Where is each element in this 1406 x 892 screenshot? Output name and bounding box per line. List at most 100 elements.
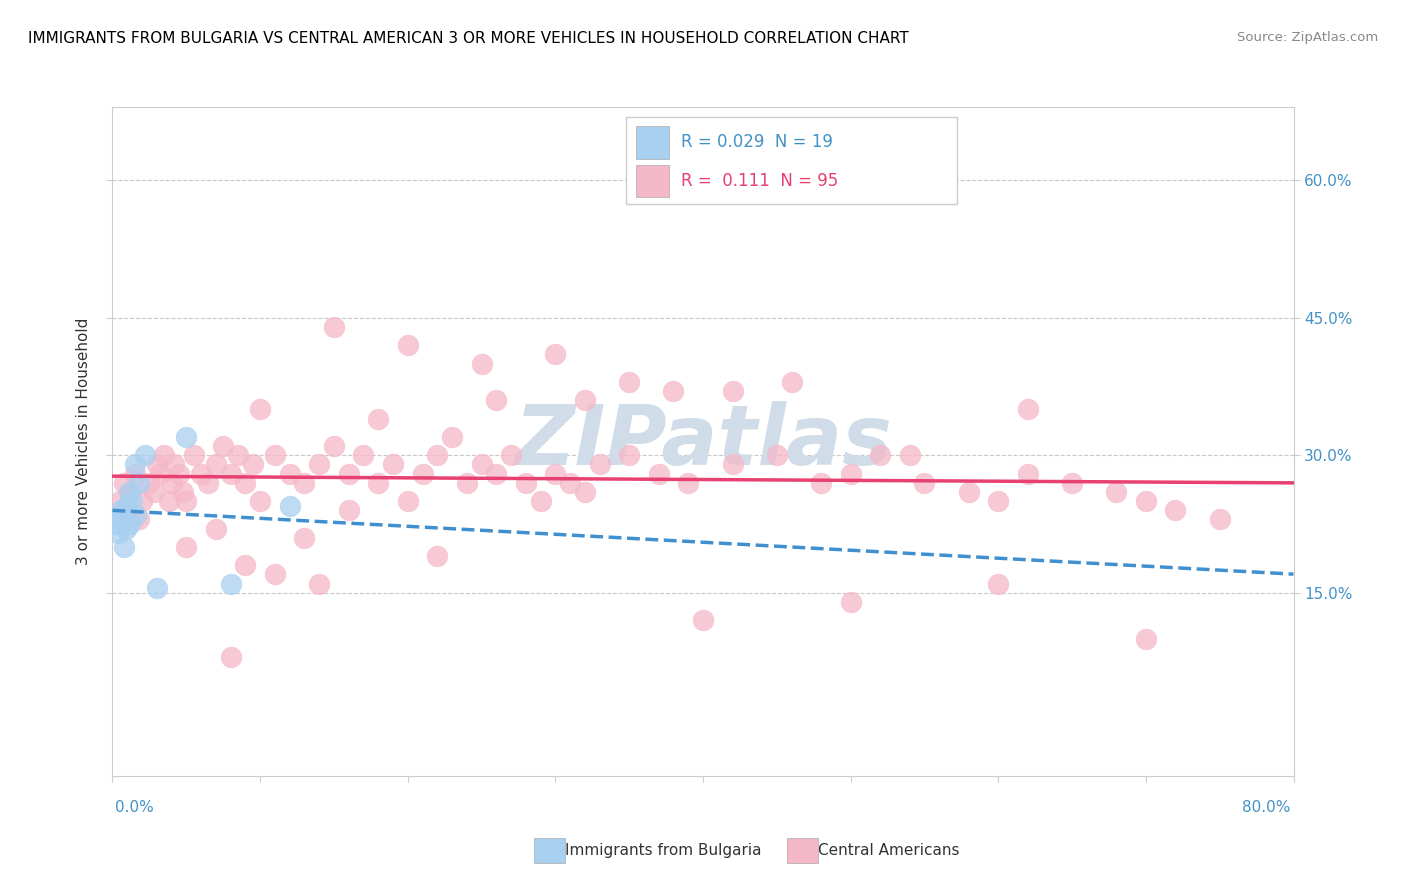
Point <box>367 475 389 490</box>
Point <box>142 485 165 500</box>
Point <box>898 448 921 462</box>
Point <box>108 512 131 526</box>
Point <box>205 458 228 472</box>
Point <box>574 485 596 500</box>
Point <box>662 384 685 398</box>
Point <box>146 581 169 595</box>
Point <box>588 458 610 472</box>
Point <box>574 393 596 408</box>
Point <box>212 439 235 453</box>
Point <box>134 448 156 462</box>
Point <box>337 467 360 481</box>
Point <box>112 540 135 554</box>
Point <box>987 494 1010 508</box>
Point <box>470 458 494 472</box>
Point <box>114 522 136 536</box>
Text: 80.0%: 80.0% <box>1243 800 1291 814</box>
Point <box>1062 475 1084 490</box>
Point <box>411 467 433 481</box>
Point <box>485 393 508 408</box>
Point <box>1135 632 1157 646</box>
Point <box>766 448 789 462</box>
Point <box>197 475 219 490</box>
Point <box>501 448 523 462</box>
Point <box>456 475 478 490</box>
Point <box>721 384 744 398</box>
Point <box>163 458 186 472</box>
Point <box>121 494 143 508</box>
Point <box>441 430 464 444</box>
Point <box>647 467 671 481</box>
Point <box>111 508 134 522</box>
Point <box>619 448 641 462</box>
Text: Source: ZipAtlas.com: Source: ZipAtlas.com <box>1237 31 1378 45</box>
Point <box>264 448 287 462</box>
Point <box>780 375 803 389</box>
Point <box>128 475 150 490</box>
Point <box>426 448 449 462</box>
Point <box>308 458 330 472</box>
Point <box>1208 512 1232 526</box>
Point <box>957 485 980 500</box>
Point <box>382 458 405 472</box>
Point <box>352 448 374 462</box>
Point <box>138 475 160 490</box>
Point <box>124 467 146 481</box>
Point <box>308 576 330 591</box>
Point <box>278 499 301 513</box>
Point <box>153 448 176 462</box>
Point <box>118 485 141 500</box>
Point <box>485 467 508 481</box>
Point <box>292 531 315 545</box>
Point <box>249 494 271 508</box>
Point <box>107 526 129 541</box>
Point <box>396 494 419 508</box>
Y-axis label: 3 or more Vehicles in Household: 3 or more Vehicles in Household <box>76 318 91 566</box>
Text: Immigrants from Bulgaria: Immigrants from Bulgaria <box>565 843 762 857</box>
Point <box>226 448 249 462</box>
Text: ZIPatlas: ZIPatlas <box>515 401 891 482</box>
Point <box>692 613 714 627</box>
Point <box>558 475 582 490</box>
Point <box>264 567 287 582</box>
Bar <box>636 127 669 159</box>
Point <box>120 516 142 531</box>
Point <box>869 448 891 462</box>
Point <box>160 475 183 490</box>
Point <box>323 320 346 334</box>
Point <box>544 467 567 481</box>
Point <box>110 503 132 517</box>
Point <box>172 485 194 500</box>
Point <box>233 558 256 573</box>
Point <box>219 649 242 664</box>
Point <box>914 475 936 490</box>
Point <box>105 516 128 531</box>
Point <box>219 467 242 481</box>
Point <box>1017 467 1039 481</box>
Point <box>367 411 389 425</box>
Point <box>174 494 197 508</box>
Point <box>117 503 138 517</box>
Point <box>1135 494 1157 508</box>
Bar <box>636 164 669 196</box>
Point <box>128 512 150 526</box>
Point <box>149 467 172 481</box>
Point <box>810 475 832 490</box>
Point <box>108 494 131 508</box>
Point <box>131 494 153 508</box>
Point <box>242 458 264 472</box>
Text: R =  0.111  N = 95: R = 0.111 N = 95 <box>681 171 838 190</box>
Point <box>721 458 744 472</box>
Point <box>146 458 169 472</box>
Point <box>292 475 315 490</box>
Point <box>183 448 205 462</box>
Point <box>396 338 419 352</box>
Point <box>157 494 180 508</box>
Text: 0.0%: 0.0% <box>115 800 155 814</box>
Point <box>839 595 862 609</box>
Point <box>529 494 551 508</box>
Text: R = 0.029  N = 19: R = 0.029 N = 19 <box>681 134 832 152</box>
Point <box>124 458 146 472</box>
Point <box>426 549 449 563</box>
Point <box>112 475 135 490</box>
